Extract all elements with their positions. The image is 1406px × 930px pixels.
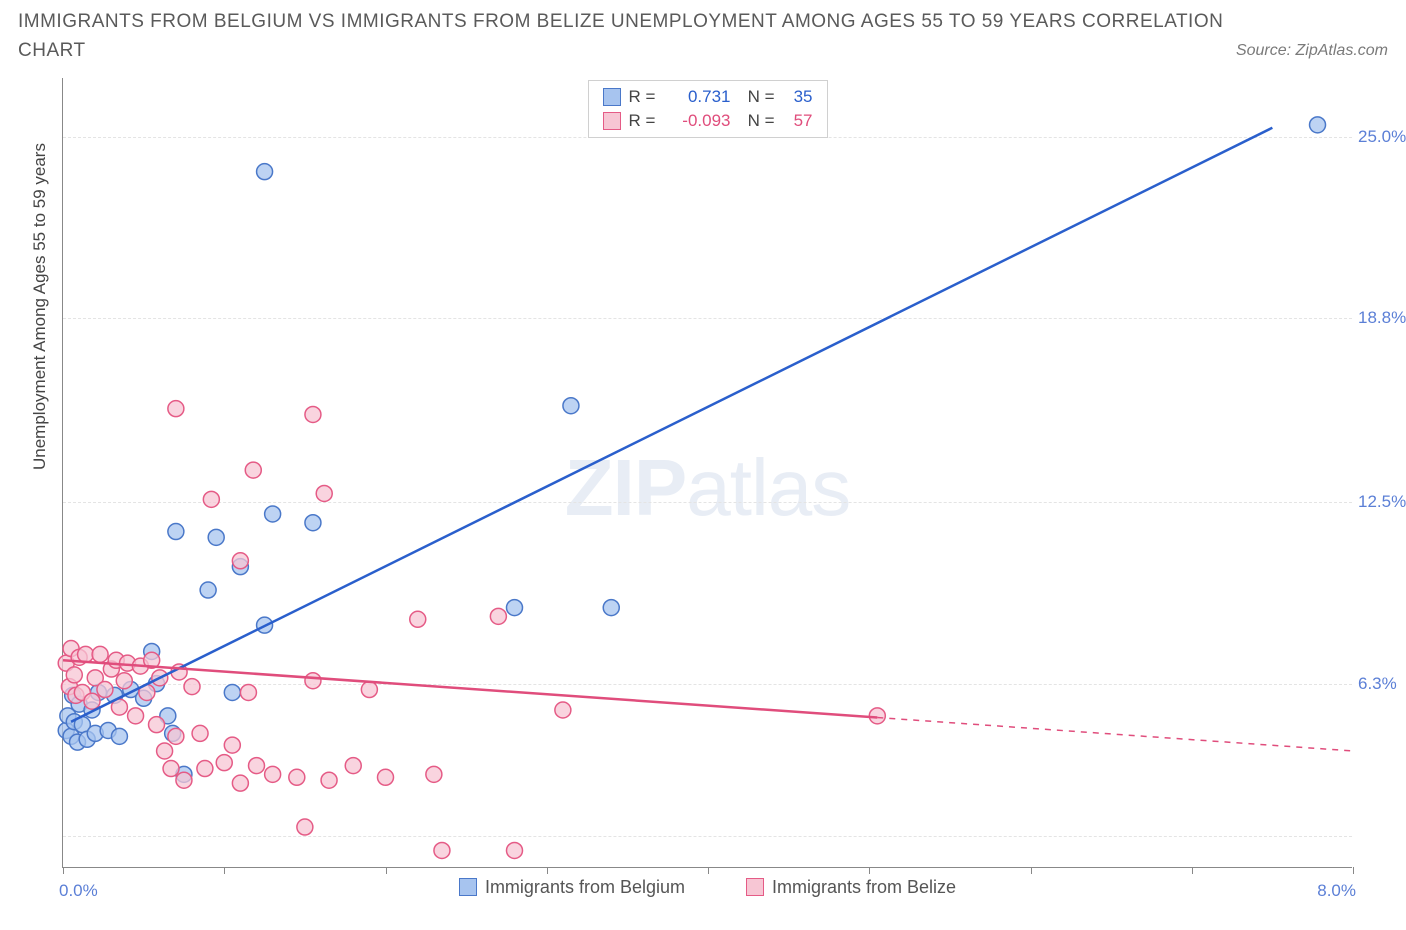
scatter-svg — [63, 78, 1352, 867]
x-tick — [547, 867, 548, 874]
y-tick-label: 6.3% — [1358, 674, 1406, 694]
data-point — [232, 775, 248, 791]
swatch-belize — [746, 878, 764, 896]
data-point — [163, 761, 179, 777]
data-point — [203, 491, 219, 507]
data-point — [563, 398, 579, 414]
data-point — [168, 401, 184, 417]
data-point — [97, 682, 113, 698]
n-value-belgium: 35 — [783, 87, 813, 107]
legend-label-belgium: Immigrants from Belgium — [485, 877, 685, 898]
y-tick-label: 18.8% — [1358, 308, 1406, 328]
x-tick — [1192, 867, 1193, 874]
n-label: N = — [739, 87, 775, 107]
data-point — [224, 737, 240, 753]
swatch-belize — [603, 112, 621, 130]
data-point — [265, 766, 281, 782]
y-axis-label: Unemployment Among Ages 55 to 59 years — [30, 143, 50, 470]
data-point — [92, 646, 108, 662]
x-tick — [386, 867, 387, 874]
data-point — [149, 717, 165, 733]
x-tick — [224, 867, 225, 874]
legend-item-belgium: Immigrants from Belgium — [459, 877, 685, 898]
chart-plot-area: ZIPatlas 25.0%18.8%12.5%6.3% 0.0% 8.0% R… — [62, 78, 1352, 868]
x-tick — [1031, 867, 1032, 874]
data-point — [316, 485, 332, 501]
data-point — [507, 600, 523, 616]
data-point — [345, 758, 361, 774]
data-point — [410, 611, 426, 627]
r-label: R = — [629, 111, 659, 131]
data-point — [78, 646, 94, 662]
x-tick — [63, 867, 64, 874]
data-point — [208, 529, 224, 545]
data-point — [116, 673, 132, 689]
data-point — [232, 553, 248, 569]
data-point — [168, 524, 184, 540]
y-tick-label: 12.5% — [1358, 492, 1406, 512]
data-point — [869, 708, 885, 724]
chart-title: IMMIGRANTS FROM BELGIUM VS IMMIGRANTS FR… — [18, 8, 1266, 65]
data-point — [297, 819, 313, 835]
r-label: R = — [629, 87, 659, 107]
data-point — [128, 708, 144, 724]
data-point — [321, 772, 337, 788]
data-point — [84, 693, 100, 709]
data-point — [184, 679, 200, 695]
data-point — [434, 842, 450, 858]
y-tick-label: 25.0% — [1358, 127, 1406, 147]
data-point — [305, 406, 321, 422]
data-point — [176, 772, 192, 788]
data-point — [426, 766, 442, 782]
data-point — [361, 682, 377, 698]
source-attribution: Source: ZipAtlas.com — [1236, 42, 1388, 60]
data-point — [490, 608, 506, 624]
x-tick — [708, 867, 709, 874]
data-point — [249, 758, 265, 774]
legend-row-belize: R = -0.093 N = 57 — [603, 109, 813, 133]
data-point — [111, 728, 127, 744]
r-value-belgium: 0.731 — [667, 87, 731, 107]
trend-line-extrapolated — [877, 718, 1353, 751]
n-value-belize: 57 — [783, 111, 813, 131]
data-point — [157, 743, 173, 759]
swatch-belgium — [459, 878, 477, 896]
swatch-belgium — [603, 88, 621, 106]
data-point — [305, 673, 321, 689]
n-label: N = — [739, 111, 775, 131]
data-point — [1310, 117, 1326, 133]
data-point — [507, 842, 523, 858]
series-legend: Immigrants from Belgium Immigrants from … — [63, 877, 1352, 902]
data-point — [265, 506, 281, 522]
data-point — [257, 164, 273, 180]
data-point — [603, 600, 619, 616]
data-point — [197, 761, 213, 777]
data-point — [305, 515, 321, 531]
x-tick — [1353, 867, 1354, 874]
data-point — [245, 462, 261, 478]
legend-row-belgium: R = 0.731 N = 35 — [603, 85, 813, 109]
data-point — [200, 582, 216, 598]
data-point — [289, 769, 305, 785]
data-point — [224, 684, 240, 700]
correlation-legend: R = 0.731 N = 35 R = -0.093 N = 57 — [588, 80, 828, 138]
x-tick — [869, 867, 870, 874]
legend-item-belize: Immigrants from Belize — [746, 877, 956, 898]
r-value-belize: -0.093 — [667, 111, 731, 131]
data-point — [378, 769, 394, 785]
legend-label-belize: Immigrants from Belize — [772, 877, 956, 898]
trend-line — [71, 128, 1272, 722]
data-point — [216, 755, 232, 771]
data-point — [192, 725, 208, 741]
data-point — [555, 702, 571, 718]
data-point — [66, 667, 82, 683]
data-point — [240, 684, 256, 700]
data-point — [168, 728, 184, 744]
